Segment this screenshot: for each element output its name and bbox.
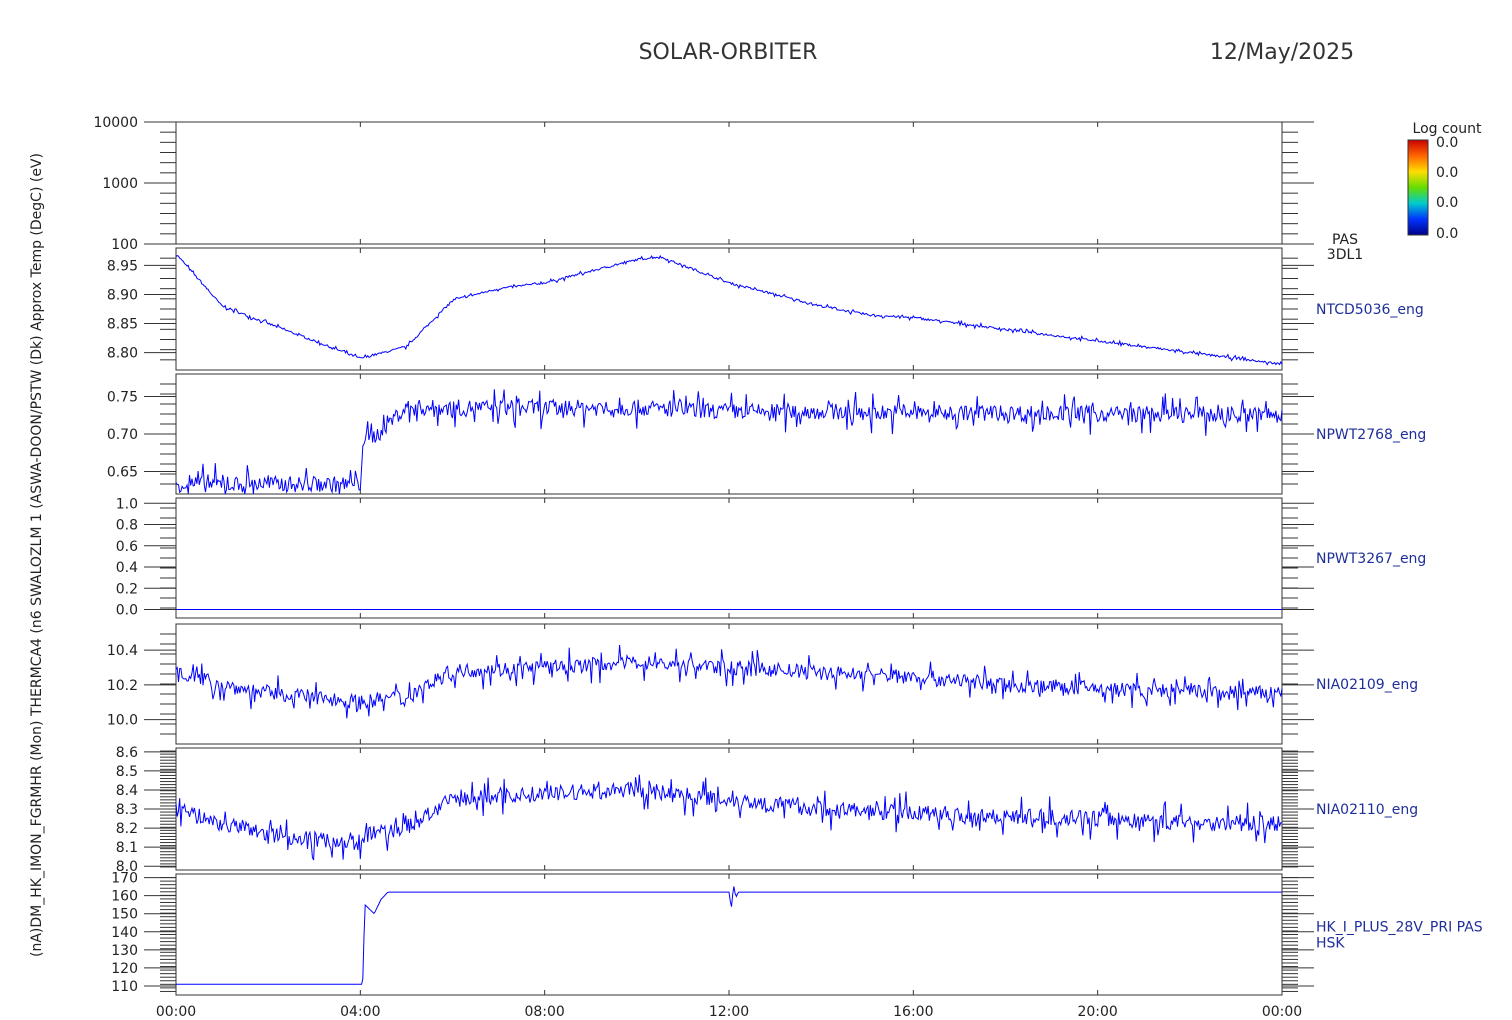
panel-frame xyxy=(175,747,1283,871)
y-tick-label: 0.6 xyxy=(116,539,138,555)
y-tick-label: 8.95 xyxy=(107,258,138,274)
colorbar-label-4: 0.0 xyxy=(1436,226,1458,242)
y-tick-label: 130 xyxy=(111,943,138,959)
panel-frame xyxy=(175,247,1283,371)
panel-right-label: NTCD5036_eng xyxy=(1316,302,1424,318)
mission-title: SOLAR-ORBITER xyxy=(639,40,818,65)
y-tick-label: 8.6 xyxy=(116,745,138,761)
y-tick-label: 10.4 xyxy=(107,643,138,659)
y-tick-label: 8.85 xyxy=(107,317,138,333)
y-tick-label: 140 xyxy=(111,925,138,941)
y-tick-label: 100 xyxy=(111,237,138,253)
x-tick-label: 00:00 xyxy=(1262,1004,1302,1020)
panel-right-label: NIA02110_eng xyxy=(1316,802,1418,818)
panel-2: 8.95 8.90 8.85 8.80 NTCD5036_eng xyxy=(107,247,1424,371)
y-tick-label: 0.65 xyxy=(107,465,138,481)
x-tick-label: 16:00 xyxy=(893,1004,933,1020)
panel-7: 170 160 150 140 130 120 110 HK_I_PLUS_28V_PRI P… xyxy=(111,871,1483,996)
y-tick-label: 0.70 xyxy=(107,427,138,443)
y-tick-label: 0.4 xyxy=(116,560,138,576)
y-tick-label: 120 xyxy=(111,961,138,977)
colorbar-label-2: 0.0 xyxy=(1436,165,1458,181)
panel-right-label: NIA02109_eng xyxy=(1316,677,1418,693)
y-tick-label: 1.0 xyxy=(116,496,138,512)
colorbar-label-3: 0.0 xyxy=(1436,195,1458,211)
panel-frame xyxy=(175,121,1283,245)
y-tick-label: 10.0 xyxy=(107,713,138,729)
y-tick-label: 8.0 xyxy=(116,859,138,875)
x-tick-label: 00:00 xyxy=(156,1004,196,1020)
colorbar-title: Log count xyxy=(1413,121,1482,137)
panel-right-label: 3DL1 xyxy=(1327,247,1363,263)
y-tick-label: 0.0 xyxy=(116,603,138,619)
x-tick-label: 08:00 xyxy=(524,1004,564,1020)
panel-5: 10.4 10.2 10.0 NIA02109_eng xyxy=(107,623,1418,745)
y-tick-label: 8.2 xyxy=(116,821,138,837)
y-tick-label: 150 xyxy=(111,907,138,923)
series-line xyxy=(175,774,1283,861)
y-tick-label: 0.8 xyxy=(116,518,138,534)
series-line xyxy=(175,389,1283,495)
y-tick-label: 8.5 xyxy=(116,764,138,780)
x-axis: 00:00 04:00 08:00 12:00 16:00 20:00 00:00 xyxy=(156,1004,1302,1020)
panel-right-label: NPWT2768_eng xyxy=(1316,427,1426,443)
panel-4: 1.0 0.8 0.6 0.4 0.2 0.0 NPWT3267_eng xyxy=(116,496,1427,618)
y-tick-label: 10.2 xyxy=(107,678,138,694)
y-tick-label: 8.3 xyxy=(116,802,138,818)
y-tick-label: 110 xyxy=(111,979,138,995)
panel-right-label: PAS xyxy=(1332,232,1358,248)
panel-right-label: NPWT3267_eng xyxy=(1316,551,1426,567)
y-tick-label: 8.4 xyxy=(116,783,138,799)
series-line xyxy=(175,644,1283,719)
y-tick-label: 0.2 xyxy=(116,581,138,597)
x-tick-label: 12:00 xyxy=(709,1004,749,1020)
series-line xyxy=(176,886,1282,985)
panel-3: 0.75 0.70 0.65 NPWT2768_eng xyxy=(107,373,1426,495)
y-tick-label: 10000 xyxy=(93,115,138,131)
date-title: 12/May/2025 xyxy=(1210,40,1354,65)
y-tick-label: 0.75 xyxy=(107,390,138,406)
panel-right-label: HK_I_PLUS_28V_PRI PAS xyxy=(1316,920,1483,936)
panel-frame xyxy=(175,497,1283,619)
x-tick-label: 20:00 xyxy=(1077,1004,1117,1020)
y-tick-label: 170 xyxy=(111,871,138,887)
panel-6: 8.6 8.5 8.4 8.3 8.2 8.1 8.0 NIA02110_eng xyxy=(116,745,1418,875)
colorbar-gradient xyxy=(1407,139,1429,236)
y-axis-stacked-label: (nA)DM_HK_IMON_FGRMHR (Mon) THERMCA4 (n6… xyxy=(29,153,45,957)
y-tick-label: 1000 xyxy=(102,176,138,192)
series-line xyxy=(175,254,1283,366)
y-tick-label: 8.1 xyxy=(116,840,138,856)
colorbar-label-1: 0.0 xyxy=(1436,135,1458,151)
x-tick-label: 04:00 xyxy=(340,1004,380,1020)
panel-frame xyxy=(175,373,1283,495)
panel-right-label: HSK xyxy=(1316,936,1345,952)
colorbar: Log count 0.0 0.0 0.0 0.0 xyxy=(1407,121,1482,242)
y-tick-label: 8.90 xyxy=(107,287,138,303)
y-tick-label: 8.80 xyxy=(107,346,138,362)
y-tick-label: 160 xyxy=(111,889,138,905)
panel-frame xyxy=(175,623,1283,745)
